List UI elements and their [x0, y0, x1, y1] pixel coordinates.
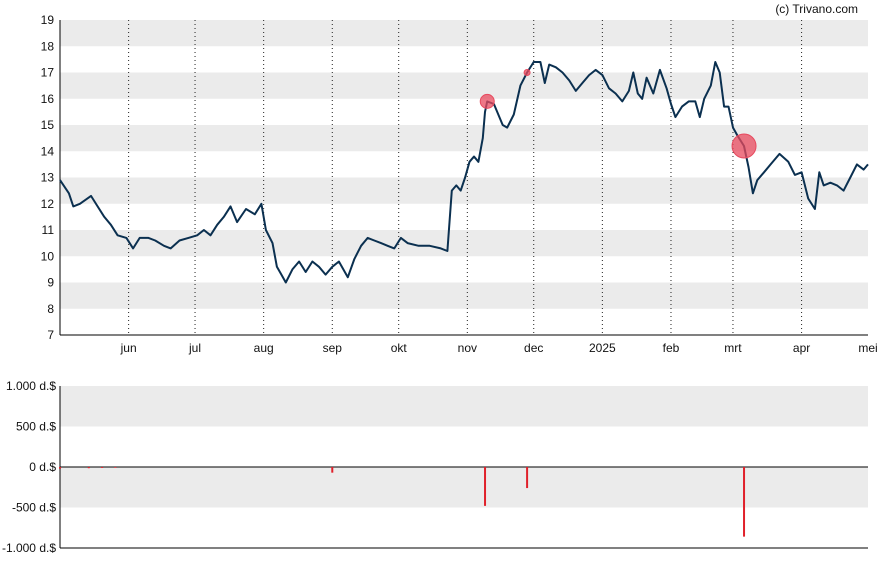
y-tick-label: 15: [41, 118, 55, 132]
x-tick-label: mrt: [724, 341, 742, 355]
y-tick-label: 7: [47, 328, 54, 342]
grid-band: [60, 72, 868, 99]
x-tick-label: apr: [793, 341, 810, 355]
grid-band: [60, 467, 868, 508]
y-tick-label: 1.000 d.$: [6, 379, 56, 393]
y-tick-label: 19: [41, 13, 55, 27]
trade-marker: [523, 69, 531, 76]
x-tick-label: feb: [663, 341, 680, 355]
x-tick-label: jun: [120, 341, 137, 355]
trade-marker: [479, 93, 495, 109]
x-tick-label: dec: [524, 341, 543, 355]
y-tick-label: 10: [41, 249, 55, 263]
y-tick-label: 17: [41, 66, 55, 80]
y-tick-label: -1.000 d.$: [2, 541, 56, 555]
y-tick-label: 16: [41, 92, 55, 106]
x-tick-label: jul: [188, 341, 201, 355]
grid-band: [60, 386, 868, 427]
x-tick-label: 2025: [589, 341, 616, 355]
y-tick-label: -500 d.$: [12, 501, 56, 515]
y-tick-label: 9: [47, 276, 54, 290]
grid-band: [60, 230, 868, 257]
x-tick-label: okt: [391, 341, 408, 355]
y-tick-label: 12: [41, 197, 55, 211]
credit-label: (c) Trivano.com: [775, 2, 858, 16]
grid-band: [60, 20, 868, 47]
y-tick-label: 18: [41, 39, 55, 53]
grid-band: [60, 282, 868, 309]
price-chart-panel: jun jul aug sep okt nov dec 2025 feb mrt apr mei 7 8 9…: [41, 13, 878, 355]
y-tick-label: 11: [42, 223, 55, 237]
x-tick-label: nov: [458, 341, 477, 355]
y-tick-label: 13: [41, 171, 55, 185]
y-tick-label: 14: [41, 144, 55, 158]
x-tick-label: mei: [858, 341, 877, 355]
x-tick-label: aug: [254, 341, 274, 355]
y-tick-label: 8: [47, 302, 54, 316]
y-tick-label: 500 d.$: [16, 420, 56, 434]
trade-marker: [731, 133, 757, 159]
insider-trading-panel: 1.000 d.$ 500 d.$ 0 d.$ -500 d.$ -1.000 d.$: [2, 379, 868, 555]
x-tick-label: sep: [323, 341, 343, 355]
y-tick-label: 0 d.$: [29, 460, 56, 474]
